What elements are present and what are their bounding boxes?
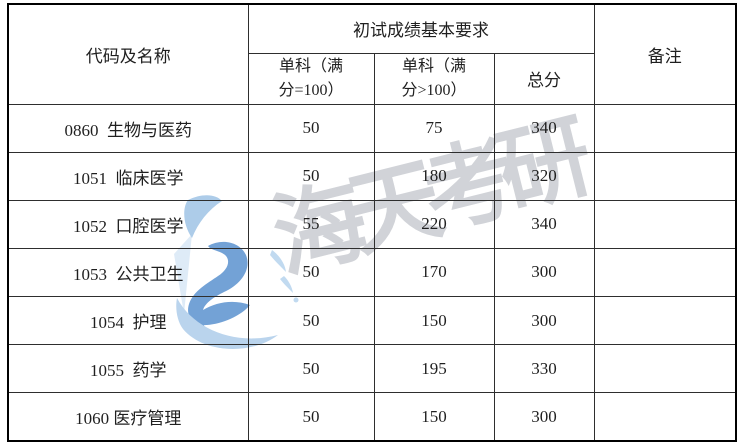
table-row: 1060 医疗管理 50 150 300 xyxy=(7,392,737,442)
cell-single-max100: 50 xyxy=(247,392,375,442)
cell-code-name: 1053 公共卫生 xyxy=(7,247,249,298)
header-total-score: 总分 xyxy=(493,52,595,105)
cell-code-name: 0860 生物与医药 xyxy=(7,103,249,153)
cell-remark xyxy=(593,103,737,153)
cell-code-name: 1054 护理 xyxy=(7,296,249,346)
table-row: 1053 公共卫生 50 170 300 xyxy=(7,247,737,298)
header-single-max100: 单科（满分=100） xyxy=(247,52,375,105)
cell-total: 340 xyxy=(493,199,595,249)
cell-single-over100: 75 xyxy=(373,103,495,153)
cell-total: 300 xyxy=(493,296,595,346)
cell-remark xyxy=(593,151,737,201)
header-group-initial-score-requirements: 初试成绩基本要求 xyxy=(247,3,595,54)
cell-total: 300 xyxy=(493,247,595,298)
cell-total: 330 xyxy=(493,344,595,394)
cell-remark xyxy=(593,199,737,249)
cell-single-over100: 150 xyxy=(373,392,495,442)
cell-single-max100: 50 xyxy=(247,344,375,394)
cell-code-name: 1060 医疗管理 xyxy=(7,392,249,442)
cell-total: 320 xyxy=(493,151,595,201)
cell-remark xyxy=(593,344,737,394)
cell-single-max100: 50 xyxy=(247,151,375,201)
score-requirements-table-wrap: 代码及名称 初试成绩基本要求 备注 单科（满分=100） 单科（满分>100） … xyxy=(7,3,738,442)
cell-single-max100: 55 xyxy=(247,199,375,249)
table-row: 0860 生物与医药 50 75 340 xyxy=(7,103,737,153)
table-row: 1051 临床医学 50 180 320 xyxy=(7,151,737,201)
cell-remark xyxy=(593,247,737,298)
header-remark: 备注 xyxy=(593,3,737,105)
cell-single-over100: 195 xyxy=(373,344,495,394)
cell-single-max100: 50 xyxy=(247,247,375,298)
table-row: 1054 护理 50 150 300 xyxy=(7,296,737,346)
table-row: 1052 口腔医学 55 220 340 xyxy=(7,199,737,249)
cell-single-over100: 170 xyxy=(373,247,495,298)
header-single-over100: 单科（满分>100） xyxy=(373,52,495,105)
cell-single-max100: 50 xyxy=(247,103,375,153)
cell-total: 300 xyxy=(493,392,595,442)
header-single-over100-label: 单科（满分>100） xyxy=(401,57,467,99)
cell-single-over100: 220 xyxy=(373,199,495,249)
cell-code-name: 1052 口腔医学 xyxy=(7,199,249,249)
cell-code-name: 1051 临床医学 xyxy=(7,151,249,201)
cell-code-name: 1055 药学 xyxy=(7,344,249,394)
header-single-max100-label: 单科（满分=100） xyxy=(278,57,344,99)
score-requirements-table: 代码及名称 初试成绩基本要求 备注 单科（满分=100） 单科（满分>100） … xyxy=(7,3,738,442)
header-code-name: 代码及名称 xyxy=(7,3,249,105)
cell-single-max100: 50 xyxy=(247,296,375,346)
cell-remark xyxy=(593,392,737,442)
cell-single-over100: 180 xyxy=(373,151,495,201)
table-row: 1055 药学 50 195 330 xyxy=(7,344,737,394)
cell-remark xyxy=(593,296,737,346)
cell-single-over100: 150 xyxy=(373,296,495,346)
cell-total: 340 xyxy=(493,103,595,153)
